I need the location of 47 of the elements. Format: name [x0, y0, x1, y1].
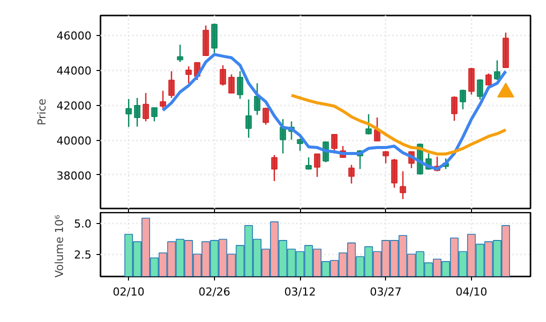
candlestick: [151, 107, 158, 122]
y-tick-label: 40000: [56, 134, 92, 148]
candlestick: [125, 98, 132, 128]
y-tick-label: 42000: [56, 100, 92, 113]
y-tick-label: 2.5: [74, 248, 92, 262]
candlestick: [451, 96, 458, 122]
candlestick: [262, 107, 269, 126]
y-tick-label: 38000: [56, 169, 92, 182]
line-series: [290, 94, 508, 156]
candlestick: [160, 90, 166, 110]
candlestick: [331, 134, 338, 154]
candlestick: [296, 138, 304, 152]
candlestick: [374, 116, 380, 142]
candlestick: [305, 156, 312, 170]
x-tick-label: 03/27: [370, 286, 402, 298]
candlestick: [220, 64, 226, 86]
candlestick: [365, 114, 372, 136]
candlestick: [134, 97, 140, 128]
candlestick: [168, 70, 175, 99]
candlestick: [254, 82, 260, 116]
x-tick-label: 04/10: [456, 286, 488, 298]
candlestick: [391, 158, 398, 188]
candlestick: [228, 74, 235, 94]
candlestick: [382, 150, 389, 164]
candlestick: [485, 72, 492, 86]
candlestick: [476, 78, 484, 100]
x-tick-label: 02/26: [198, 286, 230, 298]
candlestick: [142, 92, 149, 122]
candlestick: [176, 44, 184, 63]
candlestick: [460, 89, 466, 110]
candlestick: [314, 152, 320, 178]
y-axis-title: Price: [36, 98, 49, 126]
y-tick-label: 5.0: [74, 218, 92, 231]
candlestick: [211, 22, 218, 54]
candlestick: [245, 98, 252, 138]
y-tick-label: 44000: [56, 64, 92, 78]
candlestick: [236, 70, 244, 100]
candlestick: [494, 60, 500, 81]
candlestick: [348, 164, 355, 184]
x-tick-label: 02/10: [112, 286, 145, 298]
y-tick-label: 46000: [56, 30, 92, 43]
text: Volume 10⁶: [53, 214, 66, 278]
x-tick-label: 03/12: [284, 286, 316, 298]
candlestick: [185, 66, 192, 84]
candlestick: [468, 67, 475, 96]
candlestick: [271, 154, 278, 182]
candlestick: [400, 170, 406, 200]
